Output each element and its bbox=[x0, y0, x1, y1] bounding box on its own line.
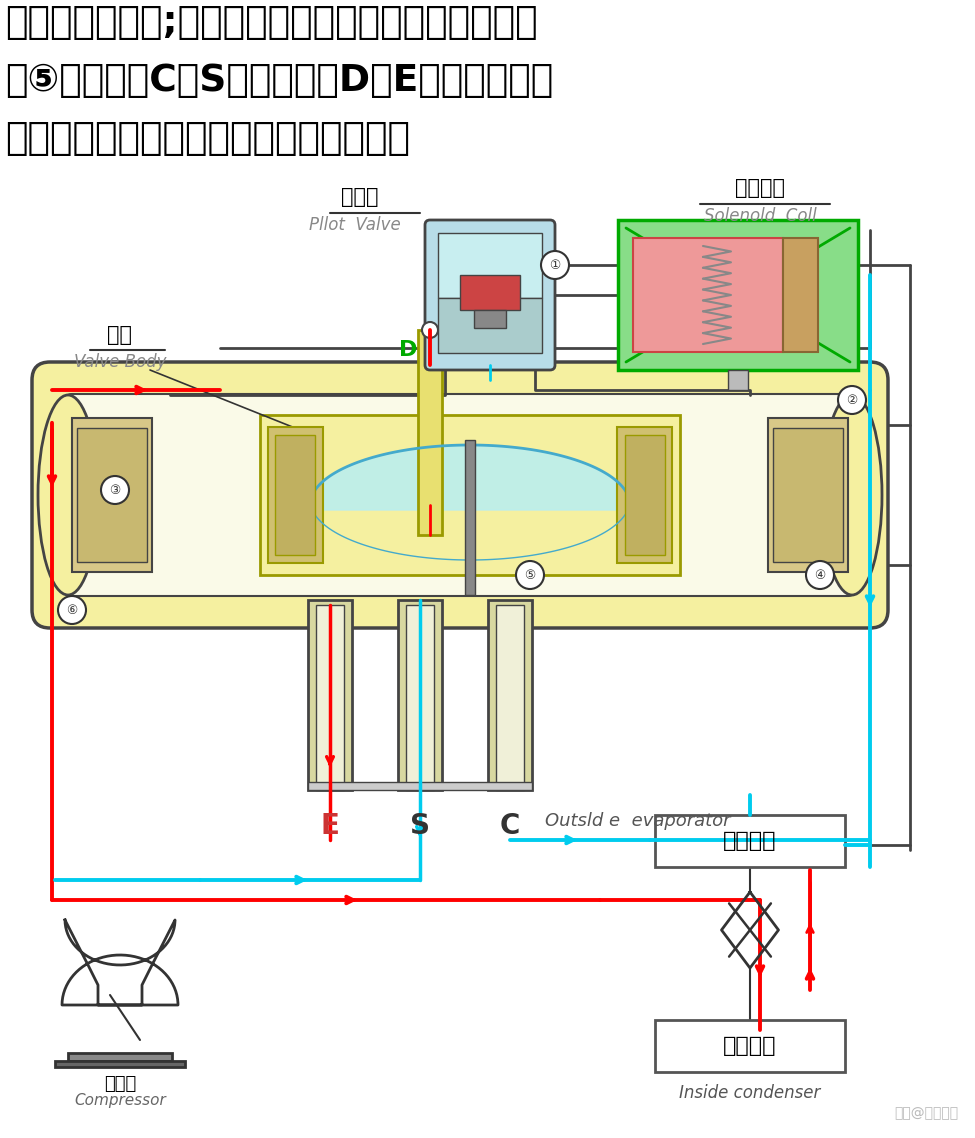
Bar bbox=[783, 238, 818, 352]
Bar bbox=[488, 600, 532, 790]
Bar bbox=[316, 605, 344, 790]
Circle shape bbox=[422, 322, 438, 338]
Bar bbox=[460, 275, 520, 310]
Bar bbox=[68, 1053, 172, 1061]
Bar bbox=[55, 1061, 185, 1067]
Bar bbox=[465, 440, 475, 595]
Bar bbox=[633, 238, 783, 352]
Text: 室外机组: 室外机组 bbox=[723, 831, 777, 851]
Text: ②: ② bbox=[846, 394, 858, 406]
Bar bbox=[625, 435, 665, 555]
Bar bbox=[768, 418, 848, 572]
FancyBboxPatch shape bbox=[64, 394, 856, 596]
Polygon shape bbox=[722, 892, 778, 968]
Text: 头条@维修大家: 头条@维修大家 bbox=[894, 1106, 958, 1120]
Bar bbox=[308, 782, 532, 790]
Text: ①: ① bbox=[549, 258, 561, 272]
Text: ④: ④ bbox=[814, 569, 826, 582]
Text: 先导阀: 先导阀 bbox=[341, 187, 378, 207]
FancyBboxPatch shape bbox=[32, 362, 888, 628]
Circle shape bbox=[516, 561, 544, 589]
Bar bbox=[77, 428, 147, 562]
Polygon shape bbox=[62, 920, 178, 1005]
Bar bbox=[438, 233, 542, 298]
Bar bbox=[474, 310, 506, 328]
Bar bbox=[655, 1020, 845, 1072]
Circle shape bbox=[806, 561, 834, 589]
Ellipse shape bbox=[38, 395, 98, 595]
Text: 是形成制热循环，制冷剂流向如图所示。: 是形成制热循环，制冷剂流向如图所示。 bbox=[5, 121, 410, 157]
Bar bbox=[398, 600, 442, 790]
Bar bbox=[728, 370, 748, 390]
Text: E: E bbox=[321, 813, 339, 840]
Bar bbox=[268, 427, 323, 563]
Text: 主阀: 主阀 bbox=[107, 325, 133, 345]
Bar bbox=[655, 815, 845, 867]
Text: ③: ③ bbox=[109, 484, 121, 496]
Bar bbox=[260, 415, 680, 575]
Text: ⑤: ⑤ bbox=[525, 569, 535, 582]
Bar bbox=[496, 605, 524, 790]
Bar bbox=[275, 435, 315, 555]
Bar bbox=[72, 418, 152, 572]
Text: Compressor: Compressor bbox=[74, 1092, 166, 1108]
Bar bbox=[438, 298, 542, 353]
Text: 压缩机: 压缩机 bbox=[104, 1075, 137, 1092]
Bar bbox=[617, 427, 672, 563]
Circle shape bbox=[838, 386, 866, 414]
Text: Pllot  Valve: Pllot Valve bbox=[309, 216, 401, 234]
Text: 缩机抽吸而排出;使活塞两端产生压力差，活塞及主滑: 缩机抽吸而排出;使活塞两端产生压力差，活塞及主滑 bbox=[5, 5, 537, 41]
Circle shape bbox=[58, 596, 86, 624]
Text: 电磁线圈: 电磁线圈 bbox=[735, 178, 785, 198]
Text: Outsld e  evaporator: Outsld e evaporator bbox=[545, 813, 730, 830]
Text: D: D bbox=[399, 340, 417, 360]
Text: C: C bbox=[500, 813, 521, 840]
Text: Inside condenser: Inside condenser bbox=[680, 1085, 821, 1102]
Bar bbox=[418, 330, 442, 535]
Bar bbox=[308, 600, 352, 790]
Text: ⑥: ⑥ bbox=[66, 603, 78, 617]
Text: Solenold  Coll: Solenold Coll bbox=[704, 207, 816, 225]
Bar bbox=[773, 428, 843, 562]
FancyBboxPatch shape bbox=[425, 220, 555, 370]
Text: Valve Body: Valve Body bbox=[74, 353, 167, 371]
Bar bbox=[406, 605, 434, 790]
Circle shape bbox=[541, 251, 569, 279]
Text: 室内机组: 室内机组 bbox=[723, 1036, 777, 1056]
Text: S: S bbox=[410, 813, 430, 840]
Circle shape bbox=[101, 476, 129, 504]
Bar bbox=[618, 220, 858, 370]
Text: 阀⑤右移，使C、S接管相通，D、E接管相通，于: 阀⑤右移，使C、S接管相通，D、E接管相通，于 bbox=[5, 63, 553, 99]
Ellipse shape bbox=[822, 395, 882, 595]
Polygon shape bbox=[310, 445, 630, 510]
